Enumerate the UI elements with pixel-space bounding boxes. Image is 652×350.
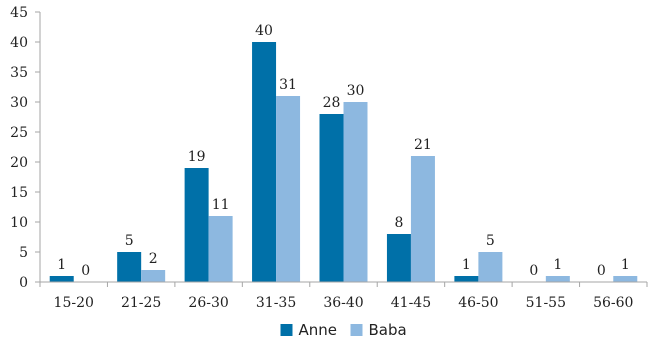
legend-label-anne: Anne xyxy=(299,321,338,339)
bar-baba-36-40 xyxy=(343,102,368,282)
data-label-baba: 30 xyxy=(347,83,365,99)
x-tick-label: 21-25 xyxy=(121,295,161,311)
bar-baba-26-30 xyxy=(208,216,233,282)
data-label-baba: 5 xyxy=(486,233,495,249)
x-tick-label: 46-50 xyxy=(458,295,498,311)
bar-baba-31-35 xyxy=(276,96,301,282)
data-label-anne: 8 xyxy=(394,215,403,231)
data-label-anne: 28 xyxy=(323,95,341,111)
bar-anne-46-50 xyxy=(454,276,479,282)
y-tick-label: 10 xyxy=(10,215,28,231)
data-label-anne: 1 xyxy=(57,257,66,273)
y-tick-label: 15 xyxy=(10,185,28,201)
bar-baba-46-50 xyxy=(478,252,503,282)
data-label-anne: 0 xyxy=(529,263,538,279)
bar-baba-21-25 xyxy=(141,270,166,282)
y-tick-label: 25 xyxy=(10,125,28,141)
bar-anne-31-35 xyxy=(252,42,277,282)
data-label-anne: 0 xyxy=(597,263,606,279)
y-tick-label: 20 xyxy=(10,155,28,171)
x-tick-label: 51-55 xyxy=(526,295,566,311)
y-tick-label: 30 xyxy=(10,95,28,111)
data-label-baba: 31 xyxy=(279,77,297,93)
bar-anne-36-40 xyxy=(319,114,344,282)
data-label-anne: 1 xyxy=(462,257,471,273)
legend-swatch-baba xyxy=(350,324,363,336)
x-tick-label: 26-30 xyxy=(188,295,228,311)
bar-anne-21-25 xyxy=(117,252,142,282)
y-tick-label: 40 xyxy=(10,35,28,51)
x-tick-label: 31-35 xyxy=(256,295,296,311)
x-axis: 15-20 21-25 26-30 31-35 36-40 41-45 46-50 51-55… xyxy=(39,281,648,311)
data-label-baba: 1 xyxy=(621,257,630,273)
y-tick-label: 45 xyxy=(10,5,28,21)
y-tick-label: 5 xyxy=(19,245,28,261)
y-tick-label: 35 xyxy=(10,65,28,81)
x-tick-label: 15-20 xyxy=(54,295,94,311)
bar-baba-51-55 xyxy=(545,276,570,282)
x-tick-label: 56-60 xyxy=(593,295,633,311)
legend-swatch-anne xyxy=(280,324,293,336)
bar-anne-26-30 xyxy=(184,168,209,282)
bar-baba-56-60 xyxy=(613,276,638,282)
data-label-baba: 21 xyxy=(414,137,432,153)
y-axis: 0 5 10 15 20 25 30 35 40 45 xyxy=(10,5,41,291)
data-label-baba: 1 xyxy=(553,257,562,273)
y-tick-label: 0 xyxy=(19,275,28,291)
x-tick-label: 41-45 xyxy=(391,295,431,311)
x-tick-label: 36-40 xyxy=(323,295,363,311)
bar-anne-15-20 xyxy=(49,276,74,282)
data-label-anne: 5 xyxy=(125,233,134,249)
legend: Anne Baba xyxy=(280,321,407,339)
data-label-baba: 11 xyxy=(212,197,230,213)
data-label-anne: 40 xyxy=(255,23,273,39)
legend-label-baba: Baba xyxy=(369,321,407,339)
bar-baba-41-45 xyxy=(410,156,435,282)
data-label-anne: 19 xyxy=(188,149,206,165)
data-label-baba: 0 xyxy=(81,263,90,279)
data-label-baba: 2 xyxy=(149,251,158,267)
bar-anne-41-45 xyxy=(386,234,411,282)
